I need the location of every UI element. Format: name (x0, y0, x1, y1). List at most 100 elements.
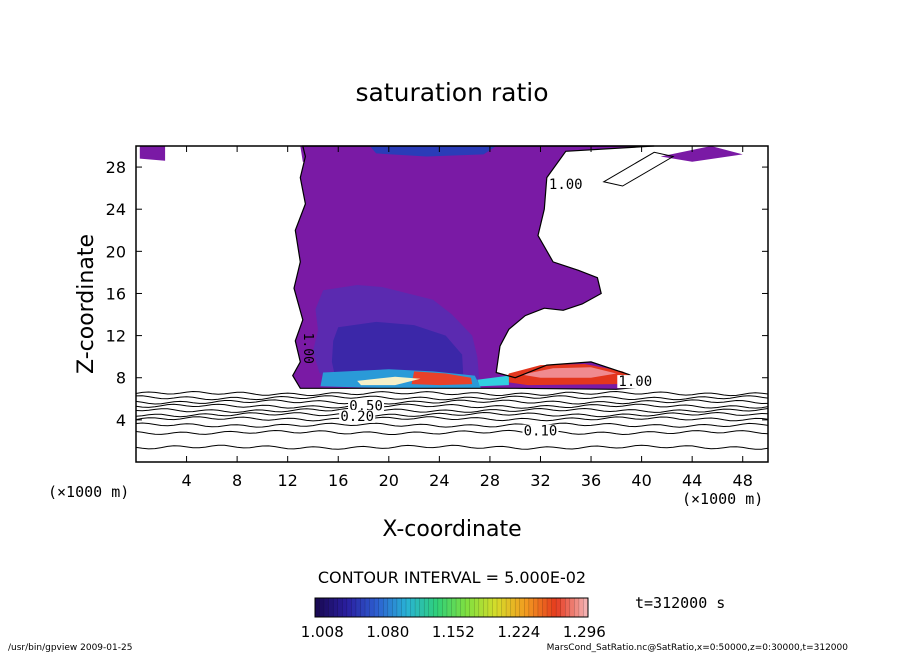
colorbar-swatch (442, 598, 448, 617)
colorbar-swatch (424, 598, 430, 617)
contour-label: 0.20 (340, 409, 374, 425)
purple-top-left (300, 146, 332, 165)
colorbar-swatch (369, 598, 375, 617)
colorbar-swatch (383, 598, 389, 617)
colorbar-swatch (497, 598, 502, 617)
blue-top-band (369, 146, 497, 157)
x-tick-label: 28 (480, 471, 500, 490)
colorbar-swatch (510, 598, 516, 617)
contour-interval-text: CONTOUR INTERVAL = 5.000E-02 (318, 568, 586, 587)
contour-label-bg (547, 178, 584, 192)
x-tick-label: 32 (530, 471, 550, 490)
y-tick-label: 20 (106, 242, 126, 261)
colorbar-swatch (419, 598, 425, 617)
contour-line (135, 403, 769, 409)
colorbar-swatch (446, 598, 452, 617)
colorbar-swatch (578, 598, 584, 617)
plot-frame (135, 145, 769, 463)
contour-label: 0.10 (524, 424, 558, 440)
saturation-field (139, 146, 743, 390)
colorbar-swatch (551, 598, 557, 617)
colorbar-swatch (569, 598, 575, 617)
contour-label-bg (522, 424, 559, 438)
colorbar-tick-label: 1.080 (366, 623, 409, 641)
contour-lines (135, 145, 769, 450)
x-tick-label: 8 (232, 471, 242, 490)
contour-line (135, 416, 769, 422)
colorbar-swatch (365, 598, 370, 617)
colorbar-frame (314, 597, 589, 618)
colorbar-swatch (460, 598, 466, 617)
colorbar-swatch (346, 598, 352, 617)
contour-line (135, 422, 769, 428)
y-axis-title: Z-coordinate (74, 234, 99, 374)
purple-top-right (660, 146, 743, 162)
y-tick-label: 28 (106, 158, 126, 177)
colorbar-swatch (501, 598, 507, 617)
contour-label: 1.00 (300, 333, 315, 364)
colorbar-swatch (556, 598, 561, 617)
chart-title: saturation ratio (355, 78, 548, 107)
y-tick-label: 4 (116, 411, 126, 430)
colorbar-swatch (410, 598, 416, 617)
contour-line (135, 399, 769, 405)
colorbar-swatch (574, 598, 580, 617)
cyan-patch (477, 375, 509, 387)
colorbar-swatch (542, 598, 548, 617)
colorbar-swatch (547, 598, 552, 617)
contour-label-bg (339, 409, 376, 423)
colorbar-swatch (374, 598, 379, 617)
colorbar-swatch (456, 598, 461, 617)
y-unit-label: (×1000 m) (48, 483, 129, 501)
colorbar-swatch (483, 598, 489, 617)
contour-line (135, 395, 769, 401)
colorbar-swatch (360, 598, 366, 617)
plot-area: 1.001.001.000.500.200.10 4 8 12 16 20 24 28 32 3… (106, 145, 769, 490)
y-tick-label: 16 (106, 284, 126, 303)
colorbar-swatch (333, 598, 339, 617)
contour-line (135, 444, 769, 450)
red-region-left (411, 371, 473, 386)
time-label: t=312000 s (635, 594, 725, 612)
colorbar-swatch (474, 598, 480, 617)
contour-1-00 (292, 145, 655, 390)
colorbar-swatch (487, 598, 493, 617)
colorbar-swatch (465, 598, 470, 617)
colorbar-swatch (406, 598, 411, 617)
x-axis-title: X-coordinate (382, 517, 521, 542)
colorbar-tick-label: 1.008 (301, 623, 344, 641)
colorbar: 1.008 1.080 1.152 1.224 1.296 (301, 597, 606, 641)
contour-label-bg (617, 375, 654, 389)
colorbar-swatch (515, 598, 521, 617)
contour-line (602, 151, 675, 187)
colorbar-swatch (328, 598, 334, 617)
pink-core (521, 367, 617, 378)
y-tick-label: 12 (106, 327, 126, 346)
colorbar-swatch (506, 598, 511, 617)
x-tick-label: 48 (733, 471, 753, 490)
colorbar-swatch (351, 598, 357, 617)
colorbar-swatch (401, 598, 407, 617)
colorbar-swatch (396, 598, 402, 617)
x-tick-label: 4 (181, 471, 191, 490)
colorbar-swatch (537, 598, 543, 617)
colorbar-swatch (319, 598, 325, 617)
colorbar-swatch (469, 598, 475, 617)
colorbar-swatch (451, 598, 457, 617)
colorbar-swatch (392, 598, 398, 617)
colorbar-swatch (583, 598, 589, 617)
contour-label-bg (348, 399, 385, 413)
colorbar-swatch (342, 598, 348, 617)
x-tick-label: 12 (278, 471, 298, 490)
y-axis: 4 8 12 16 20 24 28 (106, 158, 768, 430)
colorbar-swatch (378, 598, 384, 617)
colorbar-swatch (528, 598, 534, 617)
x-tick-label: 16 (328, 471, 348, 490)
x-tick-label: 40 (631, 471, 651, 490)
x-axis: 4 8 12 16 20 24 28 32 36 40 44 48 (181, 146, 753, 490)
colorbar-swatch (524, 598, 530, 617)
x-tick-label: 36 (581, 471, 601, 490)
pale-patch (357, 376, 421, 386)
colorbar-swatch (324, 598, 329, 617)
colorbar-swatch (478, 598, 484, 617)
